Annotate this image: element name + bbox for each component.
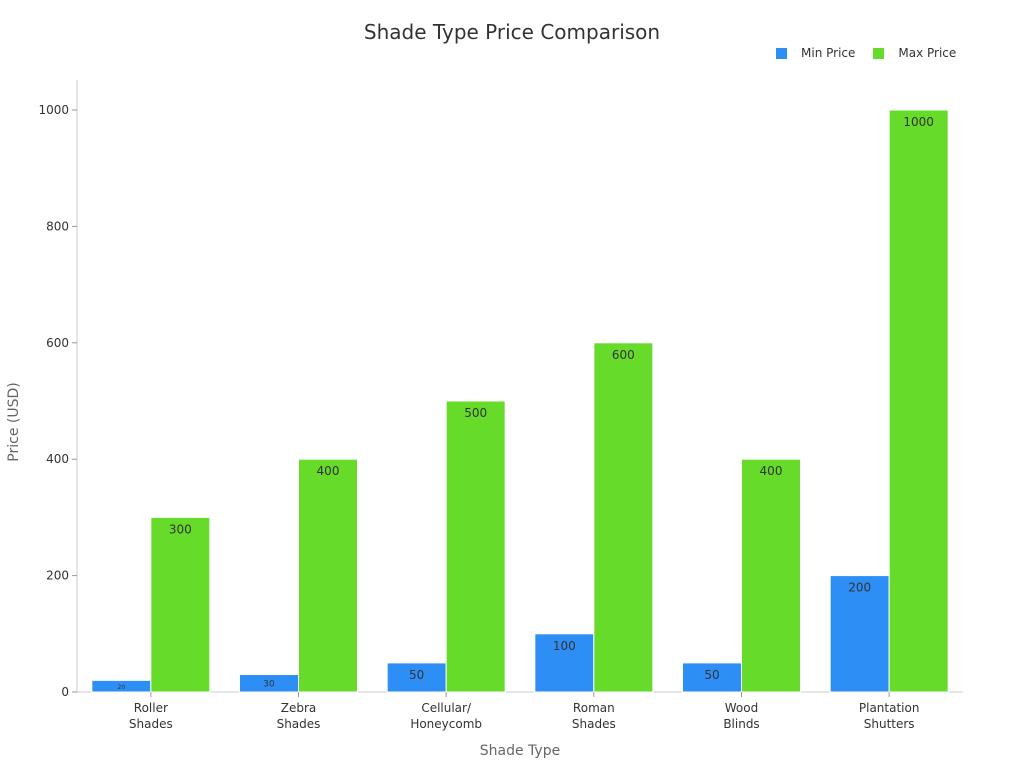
bar-max-price bbox=[888, 109, 949, 693]
x-axis-label: Shade Type bbox=[480, 743, 560, 759]
x-tick-label: Shades bbox=[277, 717, 321, 731]
bar-min-price bbox=[682, 662, 742, 693]
bar-min-price bbox=[829, 575, 890, 693]
data-label: 400 bbox=[317, 464, 340, 478]
data-label: 30 bbox=[263, 679, 275, 689]
data-label: 50 bbox=[704, 668, 719, 682]
legend: Min Price Max Price bbox=[776, 46, 974, 60]
y-tick-label: 800 bbox=[46, 219, 69, 233]
legend-swatch-max-price bbox=[873, 47, 885, 59]
y-tick-label: 1000 bbox=[38, 103, 69, 117]
y-tick-label: 200 bbox=[46, 569, 69, 583]
data-label: 50 bbox=[409, 668, 424, 682]
y-tick-label: 0 bbox=[61, 685, 69, 699]
legend-swatch-min-price bbox=[776, 47, 787, 59]
data-label: 400 bbox=[760, 464, 783, 478]
x-tick-label: Honeycomb bbox=[410, 717, 482, 731]
bar-max-price bbox=[445, 400, 506, 693]
legend-item-max-price[interactable]: Max Price bbox=[873, 46, 956, 60]
x-tick-label: Blinds bbox=[723, 717, 759, 731]
x-tick-label: Shades bbox=[129, 717, 173, 731]
bar-max-price bbox=[150, 516, 211, 693]
x-tick-label: Shades bbox=[572, 717, 616, 731]
data-label: 100 bbox=[553, 639, 576, 653]
chart-title: Shade Type Price Comparison bbox=[363, 20, 661, 44]
legend-label-max-price: Max Price bbox=[898, 46, 957, 60]
x-tick-label: Roller bbox=[134, 701, 168, 715]
legend-label-min-price: Min Price bbox=[801, 46, 856, 60]
bar-max-price bbox=[741, 458, 801, 693]
bar-max-price bbox=[593, 342, 654, 693]
legend-item-min-price[interactable]: Min Price bbox=[776, 46, 855, 60]
bar-max-price bbox=[298, 458, 358, 693]
y-axis-label: Price (USD) bbox=[6, 382, 22, 461]
x-tick-label: Roman bbox=[573, 701, 615, 715]
x-tick-label: Wood bbox=[725, 701, 758, 715]
data-label: 500 bbox=[464, 406, 487, 420]
y-tick-label: 600 bbox=[46, 336, 69, 350]
data-label: 1000 bbox=[903, 115, 934, 129]
y-tick-label: 400 bbox=[46, 452, 69, 466]
x-tick-label: Plantation bbox=[859, 701, 920, 715]
data-label: 20 bbox=[118, 684, 126, 691]
data-label: 200 bbox=[848, 581, 871, 595]
data-label: 300 bbox=[169, 522, 192, 536]
x-tick-label: Zebra bbox=[281, 701, 317, 715]
data-label: 600 bbox=[612, 348, 635, 362]
x-tick-label: Cellular/ bbox=[421, 701, 472, 715]
bar-min-price bbox=[386, 662, 447, 693]
x-tick-label: Shutters bbox=[864, 717, 915, 731]
